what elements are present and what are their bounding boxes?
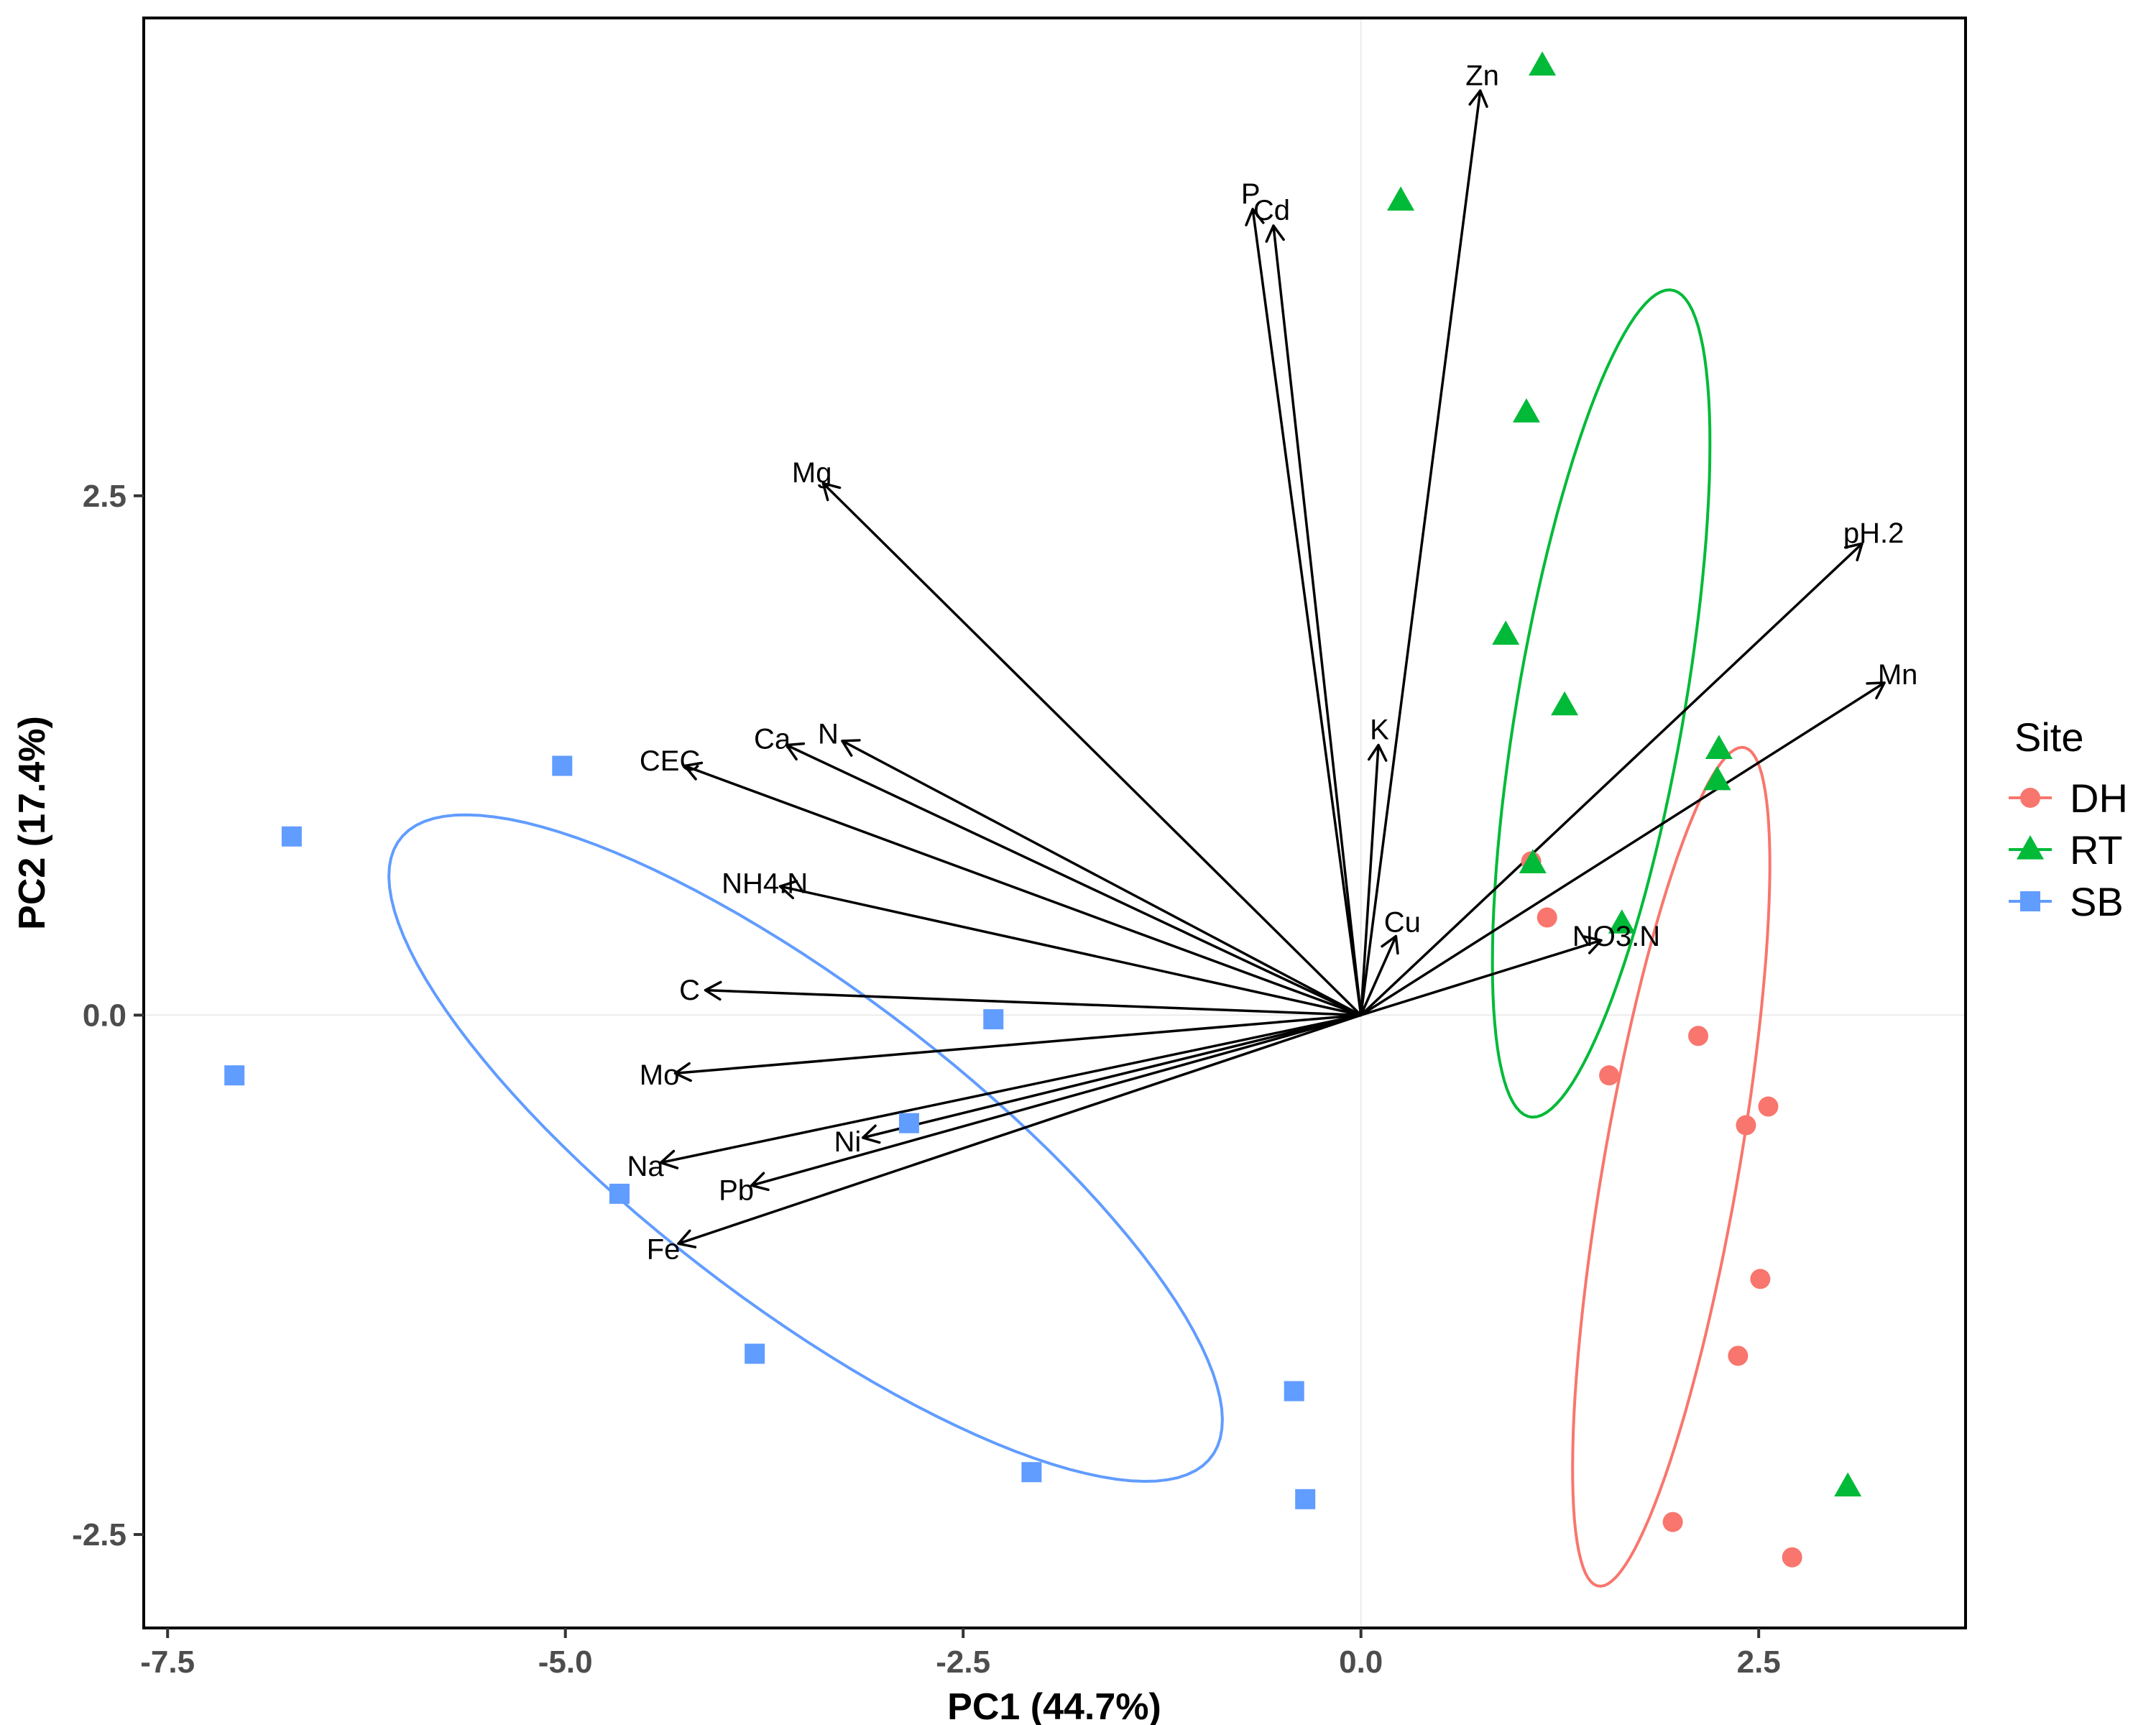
ellipse-sb <box>387 813 1224 1484</box>
loading-label-mg: Mg <box>792 457 832 489</box>
point-sb <box>898 1113 919 1133</box>
loading-label-zn: Zn <box>1465 60 1499 91</box>
x-axis-title: PC1 (44.7%) <box>947 1686 1161 1725</box>
point-rt <box>1519 849 1547 873</box>
loading-label-cd: Cd <box>1253 195 1290 226</box>
loading-arrow-pb <box>750 1013 1363 1192</box>
loading-arrow-nh4-n <box>778 880 1363 1017</box>
legend-label-rt: RT <box>2070 827 2123 873</box>
loading-label-ca: Ca <box>754 723 791 755</box>
loading-label-ni: Ni <box>834 1126 861 1158</box>
point-dh <box>1736 1115 1756 1136</box>
plot-border <box>142 17 1967 1629</box>
point-dh <box>1662 1512 1683 1532</box>
loading-arrow-p <box>1245 208 1363 1017</box>
loading-label-no3-n: NO3.N <box>1572 921 1660 952</box>
loading-label-mo: Mo <box>640 1059 680 1091</box>
loading-label-c: C <box>679 975 700 1006</box>
loading-arrow-k <box>1359 743 1388 1017</box>
loading-label-pb: Pb <box>719 1174 754 1206</box>
loading-arrows <box>659 89 1886 1248</box>
legend-key-rt <box>2017 835 2044 860</box>
point-sb <box>281 826 302 847</box>
loading-label-n: N <box>818 719 839 750</box>
observation-points <box>224 51 1862 1568</box>
legend-label-dh: DH <box>2070 776 2128 821</box>
point-dh <box>1537 907 1557 928</box>
legend-key-sb <box>2020 891 2040 911</box>
loading-label-cu: Cu <box>1384 906 1421 938</box>
loading-label-p: P <box>1241 178 1261 210</box>
loading-arrow-na <box>659 1013 1363 1169</box>
loading-arrow-mg <box>821 482 1363 1017</box>
axis-ticks: -7.5 -5.0 -2.5 0.0 2.5 -2.5 0.0 2.5 <box>72 479 1781 1680</box>
confidence-ellipses <box>387 288 1772 1588</box>
legend-label-sb: SB <box>2070 879 2124 924</box>
loading-label-mn: Mn <box>1878 659 1918 691</box>
point-dh <box>1688 1026 1709 1046</box>
point-dh <box>1782 1547 1802 1568</box>
point-dh <box>1599 1065 1620 1086</box>
x-tick-label: 0.0 <box>1339 1644 1383 1680</box>
loading-arrow-fe <box>677 1013 1363 1248</box>
point-rt <box>1387 186 1415 211</box>
loading-labels: Zn PCd Mg pH.2 Mn K N Ca CEC NH4.N Cu NO3.N C Mo Ni Pb N… <box>627 60 1917 1265</box>
point-rt <box>1703 765 1731 791</box>
loading-arrow-cd <box>1265 224 1363 1017</box>
loading-arrow-n <box>841 739 1363 1017</box>
x-tick-label: -7.5 <box>140 1644 195 1680</box>
loading-arrow-no3-n <box>1359 935 1603 1017</box>
loading-arrow-cu <box>1359 934 1399 1017</box>
loading-arrow-cec <box>683 761 1363 1017</box>
zero-gridlines <box>144 18 1966 1628</box>
point-sb <box>224 1065 245 1086</box>
loading-arrow-zn <box>1359 89 1488 1017</box>
legend-title: Site <box>2014 714 2084 760</box>
loading-arrow-mn <box>1359 681 1886 1017</box>
point-dh <box>1728 1346 1749 1366</box>
loading-label-cec: CEC <box>640 745 700 777</box>
loading-label-nh4-n: NH4.N <box>722 868 808 899</box>
point-sb <box>983 1009 1004 1030</box>
point-rt <box>1608 909 1636 934</box>
y-axis-title: PC2 (17.4%) <box>11 716 53 930</box>
loading-arrow-ph-2 <box>1359 542 1864 1017</box>
point-rt <box>1834 1472 1862 1497</box>
loading-arrow-ni <box>861 1013 1363 1144</box>
x-tick-label: -5.0 <box>538 1644 593 1680</box>
point-rt <box>1492 620 1520 645</box>
point-sb <box>1284 1381 1304 1402</box>
ellipse-dh <box>1571 745 1772 1588</box>
point-sb <box>609 1183 630 1204</box>
point-rt <box>1512 398 1540 423</box>
point-rt <box>1705 735 1733 759</box>
point-dh <box>1758 1096 1779 1117</box>
legend: Site DH RT SB <box>2009 714 2128 924</box>
x-tick-label: 2.5 <box>1737 1644 1781 1680</box>
point-sb <box>1021 1462 1042 1483</box>
loading-label-fe: Fe <box>647 1233 681 1265</box>
loading-arrow-mo <box>673 1013 1363 1082</box>
loading-arrow-c <box>704 980 1363 1017</box>
loading-label-na: Na <box>627 1151 664 1182</box>
y-tick-label: -2.5 <box>72 1517 126 1552</box>
point-sb <box>552 755 573 776</box>
x-tick-label: -2.5 <box>936 1644 990 1680</box>
loading-label-k: K <box>1370 714 1389 746</box>
y-tick-label: 2.5 <box>83 479 126 514</box>
y-tick-label: 0.0 <box>83 998 126 1033</box>
ellipse-rt <box>1491 288 1712 1119</box>
point-sb <box>745 1343 765 1364</box>
point-sb <box>1295 1489 1316 1509</box>
loading-label-ph-2: pH.2 <box>1843 518 1904 549</box>
legend-key-dh <box>2020 788 2040 808</box>
point-dh <box>1750 1269 1771 1289</box>
loading-arrow-ca <box>785 742 1363 1017</box>
point-rt <box>1529 51 1557 76</box>
point-rt <box>1551 691 1579 716</box>
